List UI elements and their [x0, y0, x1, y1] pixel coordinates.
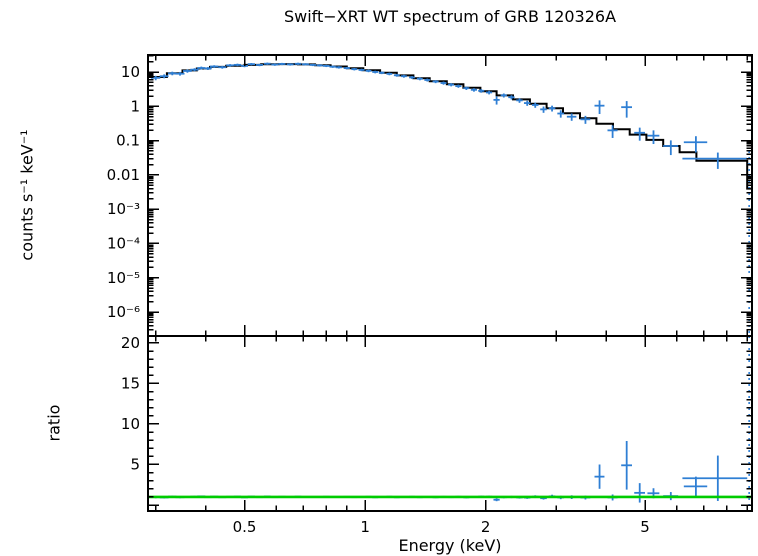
model-line — [148, 63, 752, 190]
spectrum-ytick-label: 10 — [121, 63, 140, 81]
y-axis-label-counts-text: counts s⁻¹ keV⁻¹ — [17, 129, 37, 261]
energy-xtick-label: 0.5 — [233, 518, 257, 536]
ratio-ytick-label: 20 — [121, 334, 140, 352]
ratio-ytick-label: 10 — [121, 415, 140, 433]
spectrum-ytick-label: 10⁻⁶ — [107, 303, 140, 321]
spectrum-panel-frame — [147, 54, 753, 337]
energy-xtick-label: 5 — [640, 518, 650, 536]
y-axis-label-ratio-text: ratio — [44, 404, 64, 442]
x-axis-label: Energy (keV) — [398, 536, 502, 555]
energy-xtick-label: 1 — [360, 518, 370, 536]
ratio-panel-frame — [147, 335, 753, 512]
spectrum-ytick-label: 10⁻³ — [107, 200, 140, 218]
spectrum-ytick-label: 1 — [130, 97, 140, 115]
energy-xtick-label: 2 — [481, 518, 491, 536]
ratio-ytick-label: 5 — [130, 455, 140, 473]
chart-title: Swift−XRT WT spectrum of GRB 120326A — [283, 7, 617, 26]
ratio-panel-data — [148, 336, 752, 511]
spectrum-ytick-label: 10⁻⁴ — [107, 234, 140, 252]
spectrum-points — [151, 62, 748, 169]
ratio-ytick-label: 15 — [121, 374, 140, 392]
ratio-points — [151, 441, 748, 503]
spectrum-panel-data — [148, 62, 752, 336]
spectrum-ytick-label: 10⁻⁵ — [107, 269, 140, 287]
spectrum-ytick-label: 0.1 — [116, 132, 140, 150]
tick-labels: 10 1 0.1 0.01 10⁻³ 10⁻⁴ 10⁻⁵ 10⁻⁶ 20 15 10 5 0.5 1 2 5 — [107, 63, 650, 536]
axis-ticks — [148, 55, 752, 511]
spectrum-ytick-label: 0.01 — [107, 166, 140, 184]
